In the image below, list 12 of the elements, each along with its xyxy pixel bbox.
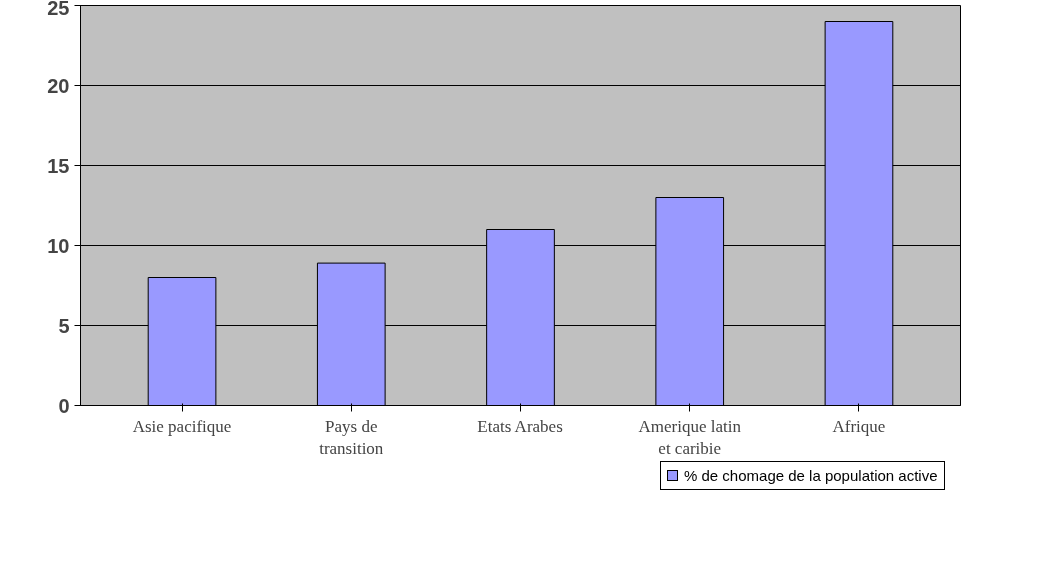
y-tick-label: 25 (47, 0, 70, 19)
y-tick-label: 20 (47, 74, 70, 97)
y-tick-label: 5 (58, 314, 70, 337)
y-tick-label: 15 (47, 154, 70, 177)
x-tick-label: Amerique latin et caribie (638, 416, 742, 459)
x-tick-label: Asie pacifique (132, 416, 232, 436)
y-tick-label: 0 (58, 394, 70, 417)
x-tick-label: Pays de transition (319, 416, 384, 459)
legend-label: % de chomage de la population active (684, 466, 938, 486)
x-tick-label: Etats Arabes (477, 416, 563, 436)
x-tick-label: Afrique (832, 416, 886, 436)
y-tick-label: 10 (47, 234, 70, 257)
